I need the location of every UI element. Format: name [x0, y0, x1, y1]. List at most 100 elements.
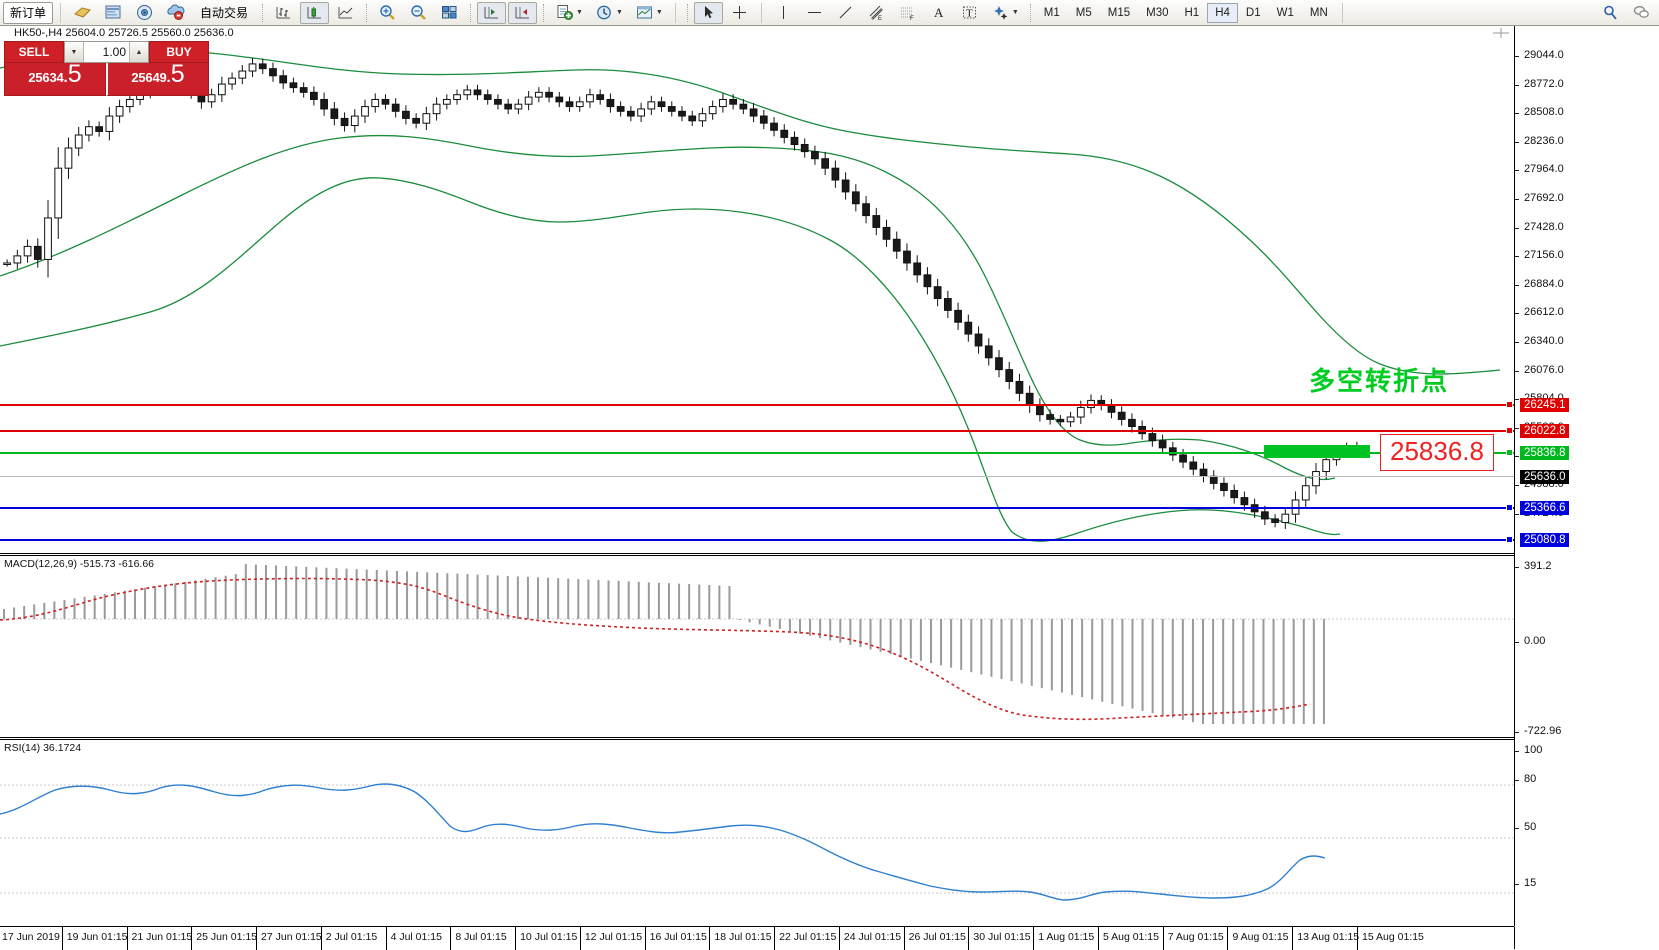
terminal-icon[interactable]: [161, 2, 190, 24]
time-axis-separator: [191, 927, 193, 950]
line-chart-icon[interactable]: [331, 2, 360, 24]
crosshair-icon[interactable]: [725, 2, 754, 24]
time-axis-separator: [385, 927, 387, 950]
periods-icon[interactable]: ▼: [590, 2, 628, 24]
support-line-25366[interactable]: [0, 507, 1514, 509]
chart-window[interactable]: HK50-,H4 25604.0 25726.5 25560.0 25636.0: [0, 26, 1659, 950]
price-tag-annotation: 25836.8: [1380, 434, 1494, 471]
svg-text:E: E: [878, 16, 882, 22]
trend-line-icon[interactable]: [831, 2, 860, 24]
support-line-25080[interactable]: [0, 539, 1514, 541]
sell-price[interactable]: 25634 . 5: [4, 62, 106, 96]
support-handle-25366[interactable]: [1506, 504, 1513, 511]
price-level-badge[interactable]: 25636.0: [1520, 470, 1569, 484]
templates-icon[interactable]: ▼: [630, 2, 668, 24]
text-label-icon[interactable]: T: [955, 2, 984, 24]
chat-icon[interactable]: [1627, 2, 1656, 24]
timeframe-m1[interactable]: M1: [1036, 3, 1068, 23]
time-axis-label: 13 Aug 01:15: [1297, 931, 1360, 943]
zoom-out-icon[interactable]: [404, 2, 433, 24]
volume-field[interactable]: ▼ 1.00 ▲: [64, 41, 149, 63]
new-order-button[interactable]: 新订单: [3, 1, 54, 24]
objects-icon[interactable]: ▼: [986, 2, 1024, 24]
support-handle-25080[interactable]: [1506, 536, 1513, 543]
timeframe-d1[interactable]: D1: [1238, 3, 1269, 23]
timeframe-mn[interactable]: MN: [1302, 3, 1336, 23]
zoom-in-icon[interactable]: [373, 2, 402, 24]
market-watch-icon[interactable]: [68, 2, 97, 24]
navigator-icon[interactable]: [130, 2, 159, 24]
price-tick: [1515, 113, 1519, 115]
time-axis[interactable]: 17 Jun 2019 19 Jun 01:15 21 Jun 01:15 25 Ju…: [0, 926, 1514, 950]
timeframe-m30[interactable]: M30: [1138, 3, 1176, 23]
resistance-handle-26245[interactable]: [1506, 401, 1513, 408]
timeframe-mn-label: MN: [1309, 6, 1328, 19]
price-tick-label: 28236.0: [1524, 134, 1564, 147]
fibonacci-icon[interactable]: F: [893, 2, 922, 24]
horizontal-line-icon[interactable]: [800, 2, 829, 24]
crosshair-marker: [1493, 28, 1509, 38]
buy-price[interactable]: 25649 . 5: [106, 62, 209, 96]
price-level-badge[interactable]: 26022.8: [1520, 424, 1569, 438]
cursor-icon[interactable]: [693, 1, 723, 24]
time-axis-separator: [61, 927, 63, 950]
tile-windows-icon[interactable]: [435, 2, 464, 24]
volume-up-arrow[interactable]: ▲: [129, 42, 148, 62]
chevron-down-icon-2[interactable]: ▼: [615, 9, 623, 16]
toolbar-divider-2: [674, 2, 676, 23]
timeframe-m1-label: M1: [1043, 6, 1060, 19]
resistance-line-26022[interactable]: [0, 430, 1514, 432]
bar-chart-icon[interactable]: [269, 2, 298, 24]
price-level-badge[interactable]: 25836.8: [1520, 446, 1569, 460]
macd-label: MACD(12,26,9) -515.73 -616.66: [4, 558, 154, 570]
time-axis-separator: [903, 927, 905, 950]
pivot-handle-25836[interactable]: [1506, 449, 1513, 456]
equidistant-channel-icon[interactable]: E: [862, 2, 891, 24]
sell-button[interactable]: SELL: [4, 41, 64, 63]
price-level-badge[interactable]: 25080.8: [1520, 533, 1569, 547]
vertical-line-icon[interactable]: [769, 2, 798, 24]
macd-pane[interactable]: MACD(12,26,9) -515.73 -616.66: [0, 555, 1514, 738]
chevron-down-icon-4[interactable]: ▼: [1011, 9, 1019, 16]
price-tick: [1515, 456, 1519, 458]
chart-shift-icon[interactable]: [477, 1, 507, 24]
search-icon[interactable]: [1596, 2, 1625, 24]
candlestick-chart-icon[interactable]: [300, 1, 330, 24]
price-axis[interactable]: 29044.0 28772.0 28508.0 28236.0 27964.0 27692…: [1514, 26, 1659, 926]
text-icon[interactable]: A: [924, 2, 953, 24]
resistance-line-26245[interactable]: [0, 404, 1514, 406]
auto-scroll-icon[interactable]: [508, 1, 538, 24]
price-tick: [1515, 56, 1519, 57]
toolbar-separator: [262, 3, 264, 22]
indicator-tick-label: 50: [1524, 821, 1537, 833]
volume-value[interactable]: 1.00: [102, 45, 126, 59]
one-click-trading-panel[interactable]: SELL ▼ 1.00 ▲ BUY 25634 . 5 25649 . 5: [4, 41, 209, 96]
resistance-handle-26022[interactable]: [1506, 427, 1513, 434]
timeframe-m15[interactable]: M15: [1100, 3, 1138, 23]
time-axis-separator: [579, 927, 581, 950]
time-axis-label: 2 Jul 01:15: [325, 931, 378, 943]
time-axis-label: 24 Jul 01:15: [843, 931, 902, 943]
time-axis-label: 19 Jun 01:15: [66, 931, 128, 943]
time-axis-label: 30 Jul 01:15: [973, 931, 1031, 943]
price-pane[interactable]: 多空转折点 25836.8: [0, 26, 1514, 554]
price-tick: [1515, 427, 1519, 429]
timeframe-h1[interactable]: H1: [1177, 3, 1208, 23]
timeframe-h4[interactable]: H4: [1207, 2, 1238, 23]
price-tick-label: 27964.0: [1524, 163, 1564, 176]
chevron-down-icon-3[interactable]: ▼: [655, 9, 663, 16]
pivot-line-25836[interactable]: [0, 452, 1514, 454]
timeframe-w1[interactable]: W1: [1269, 3, 1302, 23]
price-level-badge[interactable]: 25366.6: [1520, 501, 1569, 515]
data-window-icon[interactable]: [99, 2, 128, 24]
volume-down-arrow[interactable]: ▼: [65, 42, 84, 62]
autotrading-button[interactable]: 自动交易: [192, 2, 256, 24]
green-zone-marker[interactable]: [1264, 445, 1370, 458]
price-level-badge[interactable]: 26245.1: [1520, 398, 1569, 412]
indicators-icon[interactable]: ▼: [550, 2, 588, 24]
price-tick: [1515, 199, 1519, 200]
chevron-down-icon[interactable]: ▼: [576, 9, 583, 16]
buy-button[interactable]: BUY: [149, 41, 209, 63]
rsi-pane[interactable]: RSI(14) 36.1724: [0, 739, 1514, 926]
timeframe-m5[interactable]: M5: [1068, 3, 1100, 23]
